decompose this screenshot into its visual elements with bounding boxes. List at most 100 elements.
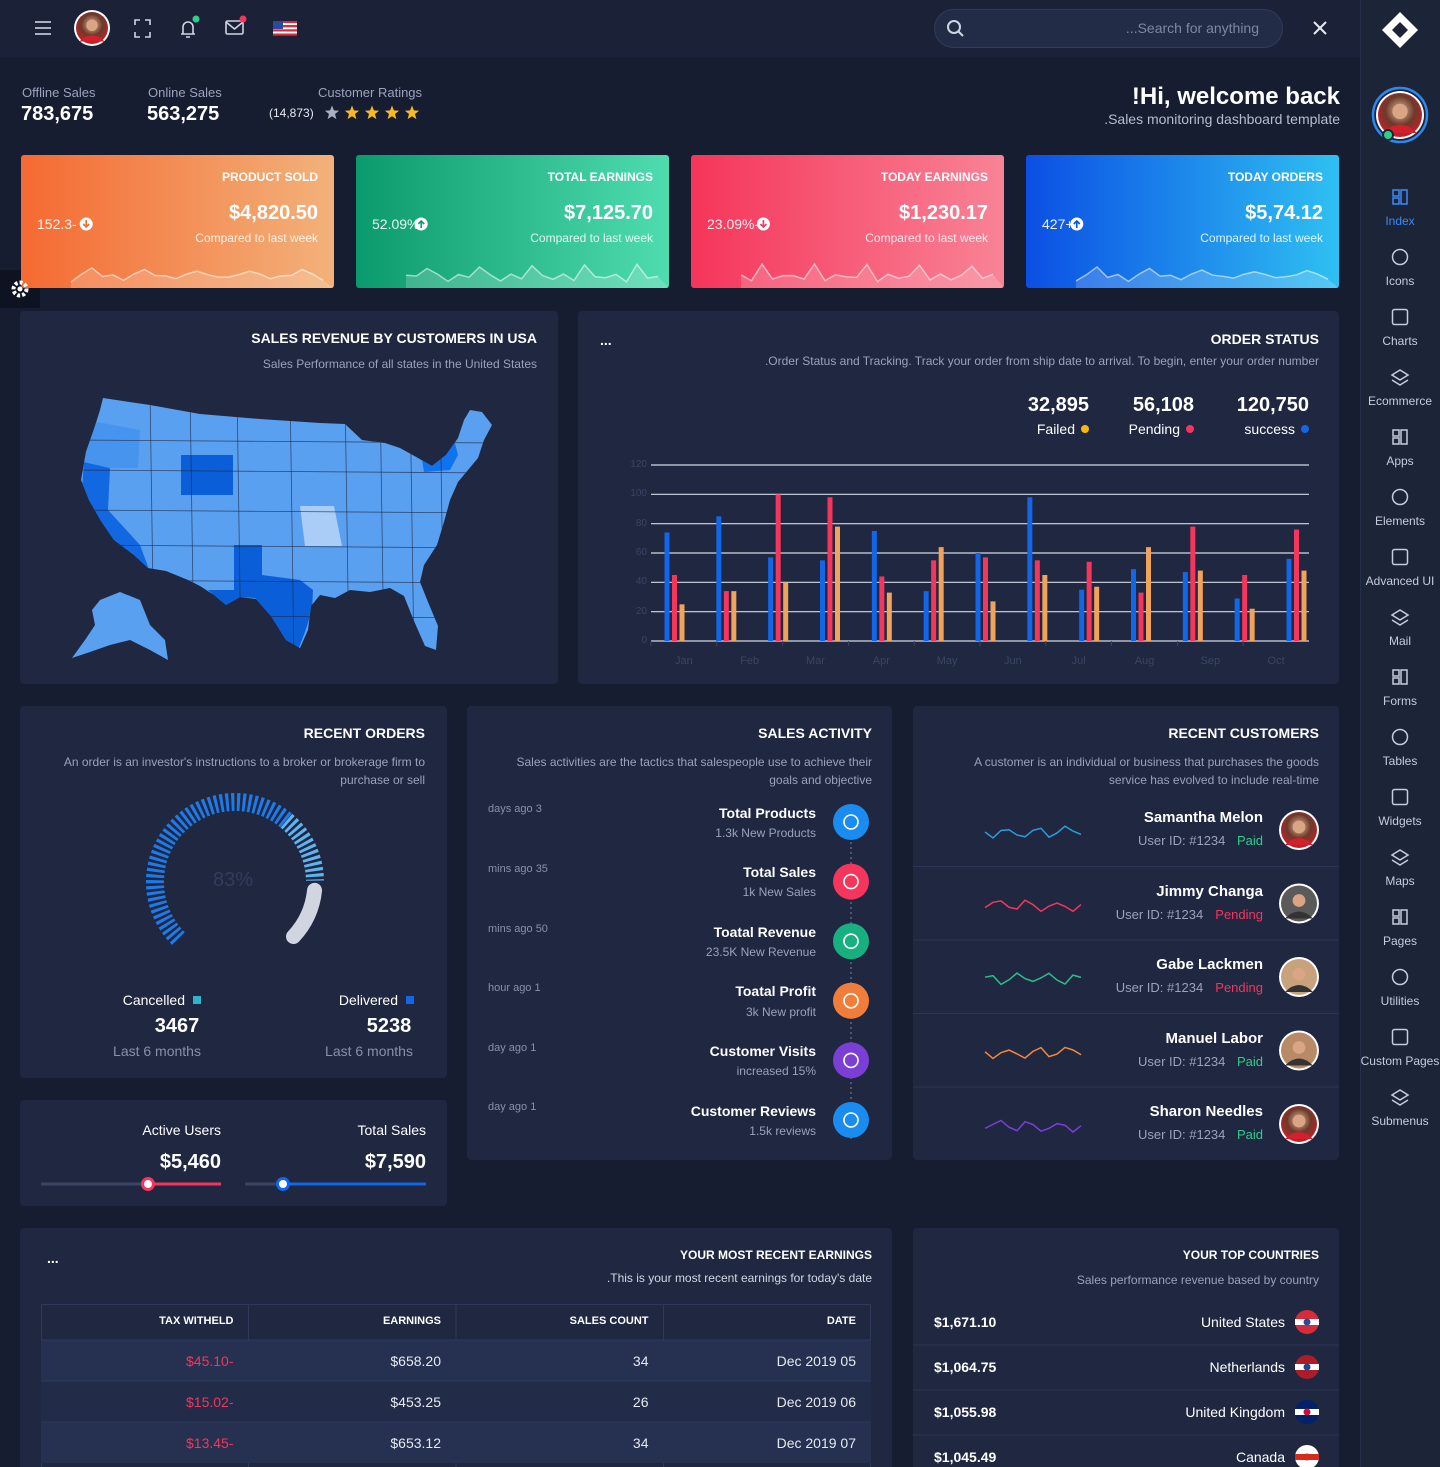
activity-title: Toatal Revenue (713, 923, 816, 940)
nav-label[interactable]: Ecommerce (1367, 393, 1432, 408)
status-value: 56,108 (1132, 394, 1194, 416)
customer-name: Samantha Melon (1143, 809, 1263, 826)
nav-label[interactable]: Custom Pages (1360, 1053, 1440, 1068)
nav-label[interactable]: Charts (1382, 333, 1418, 348)
panel-subtitle: .Order Status and Tracking. Track your o… (764, 353, 1319, 368)
order-stat-value: 3467 (154, 1015, 200, 1037)
country-name: Canada (1235, 1448, 1285, 1465)
status-value: 120,750 (1236, 394, 1309, 416)
activity-time: mins ago 35 (488, 863, 548, 875)
nav-label[interactable]: Pages (1382, 933, 1418, 948)
country-amount: $1,064.75 (934, 1358, 997, 1375)
metric-label: Total Sales (357, 1121, 426, 1138)
activity-time: day ago 1 (488, 1101, 537, 1114)
activity-panel (467, 706, 892, 1160)
y-tick-label: 100 (630, 488, 647, 500)
customer-name: Manuel Labor (1165, 1029, 1263, 1047)
order-stat-period: Last 6 months (113, 1042, 201, 1059)
card-title: TODAY EARNINGS (880, 169, 988, 184)
panel-subtitle: .This is your most recent earnings for t… (606, 1270, 872, 1285)
status-value: 32,895 (1027, 394, 1089, 416)
x-tick-label: Jan (675, 655, 693, 668)
ratings-label: Customer Ratings (318, 85, 423, 101)
nav-label[interactable]: Elements (1374, 513, 1426, 528)
x-tick-label: Jul (1071, 655, 1086, 668)
card-change: 52.09% (372, 215, 420, 232)
search-box[interactable] (934, 9, 1283, 48)
customer-status: Paid (1236, 833, 1263, 849)
order-stat-label: Cancelled (122, 991, 185, 1008)
activity-title: Customer Reviews (690, 1102, 816, 1119)
country-amount: $1,045.49 (934, 1448, 997, 1465)
nav-label[interactable]: Icons (1385, 273, 1415, 288)
customer-name: Jimmy Changa (1156, 882, 1263, 900)
card-note: Compared to last week (195, 230, 318, 245)
table-header: TAX WITHELD (159, 1315, 234, 1328)
nav-label[interactable]: Utilities (1380, 993, 1420, 1008)
x-tick-label: Aug (1134, 655, 1155, 668)
card-change: 427+ (1042, 215, 1074, 232)
panel-description: A customer is an individual or business … (974, 754, 1319, 787)
customer-status: Pending (1215, 980, 1263, 996)
panel-description: Sales activities are the tactics that sa… (516, 754, 872, 787)
countries-panel (913, 1228, 1339, 1467)
ratings-count: (14,873) (269, 105, 314, 120)
nav-label[interactable]: Maps (1385, 873, 1415, 888)
nav-label[interactable]: Submenus (1371, 1113, 1429, 1128)
table-header: SALES COUNT (569, 1315, 649, 1328)
card-change: 152.3- (37, 215, 77, 232)
nav-label[interactable]: Advanced UI (1365, 573, 1435, 588)
activity-time: hour ago 1 (488, 982, 541, 995)
activity-detail: 1k New Sales (742, 885, 816, 900)
activity-detail: increased 15% (736, 1064, 816, 1079)
nav-label[interactable]: Widgets (1378, 813, 1422, 828)
nav-label[interactable]: Tables (1382, 753, 1418, 768)
order-stat-period: Last 6 months (325, 1042, 413, 1059)
y-tick-label: 40 (635, 576, 647, 588)
panel-menu[interactable]: ... (47, 1249, 59, 1266)
card-value: $5,74.12 (1245, 202, 1323, 224)
panel-title: SALES REVENUE BY CUSTOMERS IN USA (251, 329, 537, 346)
stat-value: 783,675 (21, 103, 94, 125)
y-tick-label: 60 (635, 547, 647, 558)
panel-title: RECENT CUSTOMERS (1168, 724, 1319, 741)
customer-status: Pending (1215, 906, 1263, 922)
x-tick-label: Mar (806, 655, 825, 668)
stat-label: Online Sales (148, 85, 222, 101)
customer-name: Gabe Lackmen (1156, 956, 1263, 973)
status-label: Pending (1128, 420, 1180, 437)
country-amount: $1,055.98 (934, 1403, 997, 1420)
customer-status: Paid (1236, 1127, 1263, 1143)
nav-label[interactable]: Apps (1386, 453, 1414, 468)
activity-title: Total Sales (743, 864, 816, 881)
y-tick-label: 20 (635, 605, 647, 617)
panel-title: SALES ACTIVITY (758, 724, 872, 741)
x-tick-label: Apr (872, 655, 890, 668)
activity-detail: 23.5K New Revenue (705, 945, 816, 959)
nav-label[interactable]: Forms (1383, 693, 1417, 708)
nav-label[interactable]: Index (1385, 213, 1415, 228)
panel-title: RECENT ORDERS (303, 724, 425, 741)
welcome-title: !Hi, welcome back (1131, 82, 1340, 110)
panel-menu[interactable]: ... (600, 331, 612, 348)
nav-label[interactable]: Mail (1388, 633, 1411, 648)
activity-title: Toatal Profit (735, 983, 816, 1000)
activity-title: Customer Visits (709, 1043, 816, 1059)
y-tick-label: 0 (641, 635, 647, 646)
stat-label: Offline Sales (22, 85, 96, 101)
customer-id: User ID: #1234 (1137, 833, 1226, 849)
welcome-subtitle: .Sales monitoring dashboard template (1104, 110, 1340, 127)
country-name: United States (1200, 1313, 1285, 1330)
metric-value: $5,460 (159, 1151, 221, 1173)
country-amount: $1,671.10 (934, 1313, 997, 1330)
panel-subtitle: Sales performance revenue based by count… (1076, 1272, 1319, 1287)
stat-value: 563,275 (147, 103, 220, 125)
customer-id: User ID: #1234 (1115, 906, 1204, 922)
order-panel (578, 311, 1339, 684)
table-header: EARNINGS (382, 1315, 441, 1328)
customer-id: User ID: #1234 (1137, 1127, 1226, 1143)
search-placeholder[interactable]: ...Search for anything (1125, 19, 1259, 36)
card-note: Compared to last week (530, 230, 653, 245)
x-tick-label: Jun (1004, 655, 1022, 668)
